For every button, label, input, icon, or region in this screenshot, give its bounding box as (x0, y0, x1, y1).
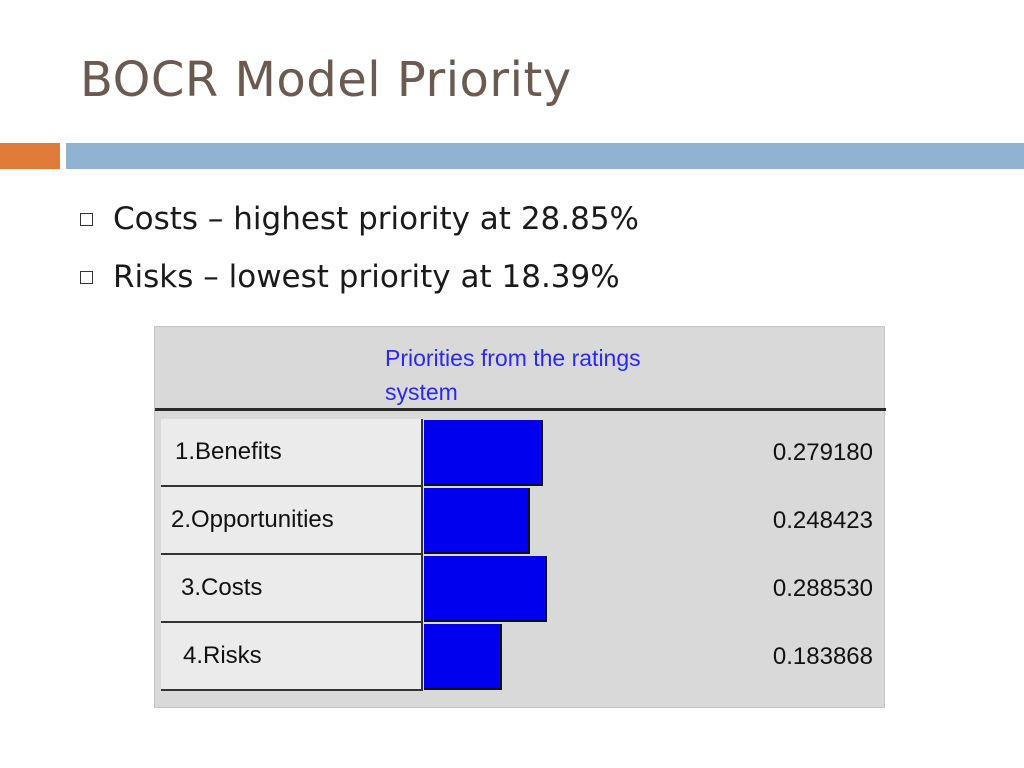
chart-rows: 1.Benefits 0.279180 2.Opportunities 0.24842… (161, 419, 879, 703)
category-label: 3.Costs (161, 555, 421, 623)
bullet-item: Risks – lowest priority at 18.39% (80, 248, 639, 306)
value-label: 0.248423 (772, 507, 873, 534)
category-label: 2.Opportunities (161, 487, 421, 555)
value-label: 0.183868 (772, 643, 873, 670)
row-divider (421, 555, 423, 623)
priorities-chart-panel: Priorities from the ratings system 1.Ben… (154, 326, 886, 708)
row-divider (421, 419, 423, 487)
slide-title: BOCR Model Priority (80, 52, 572, 108)
priority-bar (424, 624, 502, 690)
chart-row: 3.Costs 0.288530 (161, 555, 879, 623)
category-label: 4.Risks (161, 623, 421, 691)
bullet-text: Risks – lowest priority at 18.39% (113, 259, 620, 295)
chart-title: Priorities from the ratings system (385, 345, 641, 405)
bullet-list: Costs – highest priority at 28.85% Risks… (80, 190, 639, 306)
row-divider (421, 487, 423, 555)
bullet-text: Costs – highest priority at 28.85% (113, 201, 640, 237)
square-bullet-icon (80, 212, 93, 226)
header-band (66, 143, 1024, 169)
chart-row: 1.Benefits 0.279180 (161, 419, 879, 487)
row-divider (421, 623, 423, 691)
accent-band (0, 143, 60, 169)
priority-bar (424, 420, 543, 486)
category-label: 1.Benefits (161, 419, 421, 487)
bullet-item: Costs – highest priority at 28.85% (80, 190, 639, 248)
priority-bar (424, 488, 530, 554)
value-label: 0.279180 (772, 439, 873, 466)
value-label: 0.288530 (772, 575, 873, 602)
chart-row: 2.Opportunities 0.248423 (161, 487, 879, 555)
square-bullet-icon (80, 270, 93, 284)
chart-header: Priorities from the ratings system (155, 327, 886, 411)
chart-row: 4.Risks 0.183868 (161, 623, 879, 691)
priority-bar (424, 556, 547, 622)
